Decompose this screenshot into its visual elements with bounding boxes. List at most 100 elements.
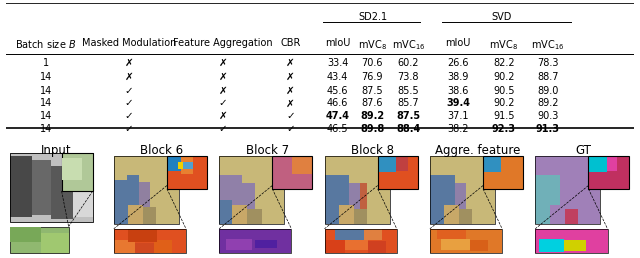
Text: ✓: ✓: [124, 111, 133, 121]
Bar: [396, 156, 408, 171]
Text: ✗: ✗: [218, 111, 227, 121]
Bar: [167, 156, 181, 171]
Text: 46.6: 46.6: [327, 99, 348, 108]
Text: mVC$_{16}$: mVC$_{16}$: [531, 38, 564, 52]
Text: ✗: ✗: [218, 86, 227, 96]
Bar: [128, 205, 143, 224]
Bar: [535, 156, 600, 224]
Bar: [364, 229, 382, 240]
Bar: [40, 233, 68, 253]
Text: 89.0: 89.0: [537, 86, 558, 96]
Bar: [114, 200, 128, 224]
Text: ✓: ✓: [286, 111, 295, 121]
Text: 37.1: 37.1: [447, 111, 468, 121]
Bar: [167, 171, 181, 189]
Bar: [560, 183, 573, 209]
Text: 38.9: 38.9: [447, 72, 468, 82]
Bar: [231, 175, 242, 205]
Bar: [378, 156, 418, 189]
Bar: [255, 183, 262, 209]
Text: 73.8: 73.8: [397, 72, 419, 82]
Text: Input: Input: [41, 144, 72, 157]
Bar: [114, 240, 136, 253]
Bar: [51, 166, 72, 219]
Bar: [442, 175, 454, 205]
Text: ✗: ✗: [124, 58, 133, 68]
Text: SVD: SVD: [492, 12, 512, 21]
Text: 33.4: 33.4: [327, 58, 348, 68]
Bar: [167, 156, 207, 189]
Bar: [430, 175, 442, 200]
Bar: [460, 209, 472, 224]
Text: 14: 14: [40, 99, 52, 108]
Text: ✓: ✓: [124, 86, 133, 96]
Bar: [114, 180, 127, 200]
Bar: [139, 182, 150, 207]
Text: SD2.1: SD2.1: [358, 12, 387, 21]
Bar: [255, 240, 277, 248]
Text: 92.3: 92.3: [492, 124, 516, 134]
Bar: [219, 229, 291, 253]
Bar: [535, 156, 600, 224]
Text: ✓: ✓: [218, 99, 227, 108]
Bar: [10, 156, 33, 216]
Text: 89.8: 89.8: [360, 124, 384, 134]
Bar: [324, 229, 397, 253]
Bar: [227, 239, 252, 249]
Bar: [324, 240, 345, 253]
Bar: [183, 162, 193, 169]
Text: mVC$_8$: mVC$_8$: [490, 38, 518, 52]
Text: 60.2: 60.2: [397, 58, 419, 68]
Bar: [607, 156, 616, 171]
Bar: [360, 183, 367, 209]
Text: ✓: ✓: [286, 124, 295, 134]
Text: 87.5: 87.5: [361, 86, 383, 96]
Bar: [349, 183, 360, 209]
Bar: [143, 207, 156, 224]
Text: 47.4: 47.4: [326, 111, 349, 121]
Bar: [345, 240, 368, 249]
Bar: [430, 156, 495, 224]
Bar: [219, 156, 284, 224]
Text: ✗: ✗: [286, 99, 295, 108]
Text: 91.5: 91.5: [493, 111, 515, 121]
Bar: [273, 156, 312, 189]
Text: ✓: ✓: [124, 99, 133, 108]
Bar: [219, 156, 284, 224]
Text: mIoU: mIoU: [445, 38, 470, 48]
Text: 90.2: 90.2: [493, 72, 515, 82]
Bar: [292, 156, 312, 174]
Bar: [336, 175, 349, 205]
Bar: [136, 244, 154, 253]
Bar: [339, 205, 354, 224]
Bar: [61, 158, 82, 180]
Bar: [588, 156, 628, 189]
Text: CBR: CBR: [280, 38, 301, 48]
Text: 76.9: 76.9: [362, 72, 383, 82]
Bar: [430, 229, 502, 253]
Text: Batch size $B$: Batch size $B$: [15, 38, 77, 50]
Bar: [72, 153, 93, 216]
Bar: [501, 156, 511, 171]
Bar: [535, 200, 550, 224]
Text: 91.3: 91.3: [536, 124, 559, 134]
Bar: [273, 156, 292, 189]
Text: 46.5: 46.5: [327, 124, 348, 134]
Bar: [354, 209, 367, 224]
Text: 14: 14: [40, 111, 52, 121]
Text: 38.2: 38.2: [447, 124, 468, 134]
Bar: [324, 175, 336, 200]
Text: 70.6: 70.6: [362, 58, 383, 68]
Bar: [483, 156, 524, 189]
Bar: [10, 153, 93, 222]
Bar: [454, 183, 466, 209]
Bar: [114, 156, 179, 224]
Text: ✗: ✗: [218, 58, 227, 68]
Bar: [547, 175, 560, 205]
Bar: [430, 156, 495, 224]
Bar: [550, 205, 564, 224]
Bar: [154, 240, 172, 253]
Text: 45.6: 45.6: [327, 86, 348, 96]
Bar: [378, 156, 418, 189]
Bar: [430, 200, 444, 224]
